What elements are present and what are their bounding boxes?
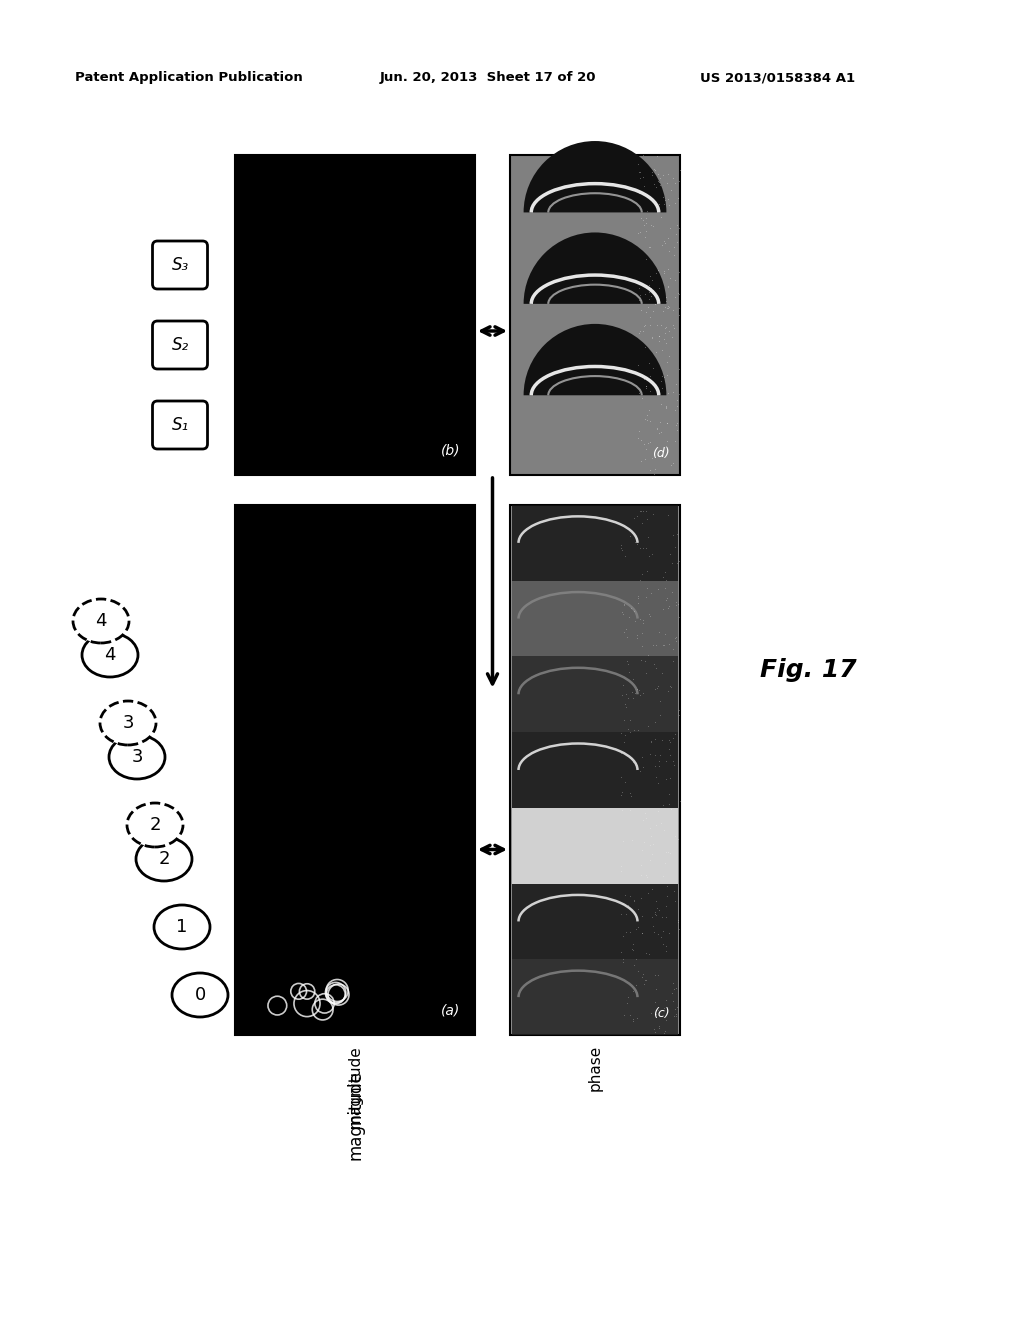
Text: S₁: S₁ bbox=[171, 416, 188, 434]
Bar bbox=[512, 960, 678, 1035]
Text: 3: 3 bbox=[131, 748, 142, 766]
Bar bbox=[510, 506, 680, 1035]
Text: S₂: S₂ bbox=[171, 337, 188, 354]
Text: (d): (d) bbox=[652, 447, 670, 459]
Bar bbox=[512, 733, 678, 808]
Ellipse shape bbox=[127, 803, 183, 847]
Text: 2: 2 bbox=[150, 816, 161, 834]
Ellipse shape bbox=[100, 701, 156, 744]
Text: 3: 3 bbox=[122, 714, 134, 733]
Wedge shape bbox=[523, 323, 667, 395]
Ellipse shape bbox=[82, 634, 138, 677]
Bar bbox=[512, 883, 678, 960]
Bar bbox=[512, 656, 678, 733]
Text: S₃: S₃ bbox=[171, 256, 188, 275]
Text: Fig. 17: Fig. 17 bbox=[760, 657, 857, 682]
Ellipse shape bbox=[109, 735, 165, 779]
FancyBboxPatch shape bbox=[153, 401, 208, 449]
Bar bbox=[510, 154, 680, 475]
Bar bbox=[512, 581, 678, 656]
Text: (b): (b) bbox=[440, 444, 460, 457]
Ellipse shape bbox=[172, 973, 228, 1016]
Text: 2: 2 bbox=[159, 850, 170, 869]
Wedge shape bbox=[523, 141, 667, 213]
Ellipse shape bbox=[73, 599, 129, 643]
Bar bbox=[234, 506, 475, 1035]
Bar bbox=[512, 506, 678, 581]
Text: magnitude: magnitude bbox=[346, 1071, 364, 1160]
Text: 4: 4 bbox=[95, 612, 106, 630]
Bar bbox=[234, 154, 475, 475]
Text: US 2013/0158384 A1: US 2013/0158384 A1 bbox=[700, 71, 855, 84]
Bar bbox=[512, 808, 678, 883]
Text: magnitude: magnitude bbox=[347, 1045, 362, 1127]
Ellipse shape bbox=[136, 837, 193, 880]
Text: 1: 1 bbox=[176, 917, 187, 936]
FancyBboxPatch shape bbox=[153, 242, 208, 289]
Text: phase: phase bbox=[588, 1045, 602, 1092]
Wedge shape bbox=[523, 232, 667, 304]
Text: (a): (a) bbox=[440, 1003, 460, 1016]
FancyBboxPatch shape bbox=[153, 321, 208, 370]
Text: 0: 0 bbox=[195, 986, 206, 1005]
Text: Patent Application Publication: Patent Application Publication bbox=[75, 71, 303, 84]
Text: Jun. 20, 2013  Sheet 17 of 20: Jun. 20, 2013 Sheet 17 of 20 bbox=[380, 71, 597, 84]
Text: (c): (c) bbox=[653, 1007, 670, 1020]
Text: 4: 4 bbox=[104, 645, 116, 664]
Ellipse shape bbox=[154, 906, 210, 949]
